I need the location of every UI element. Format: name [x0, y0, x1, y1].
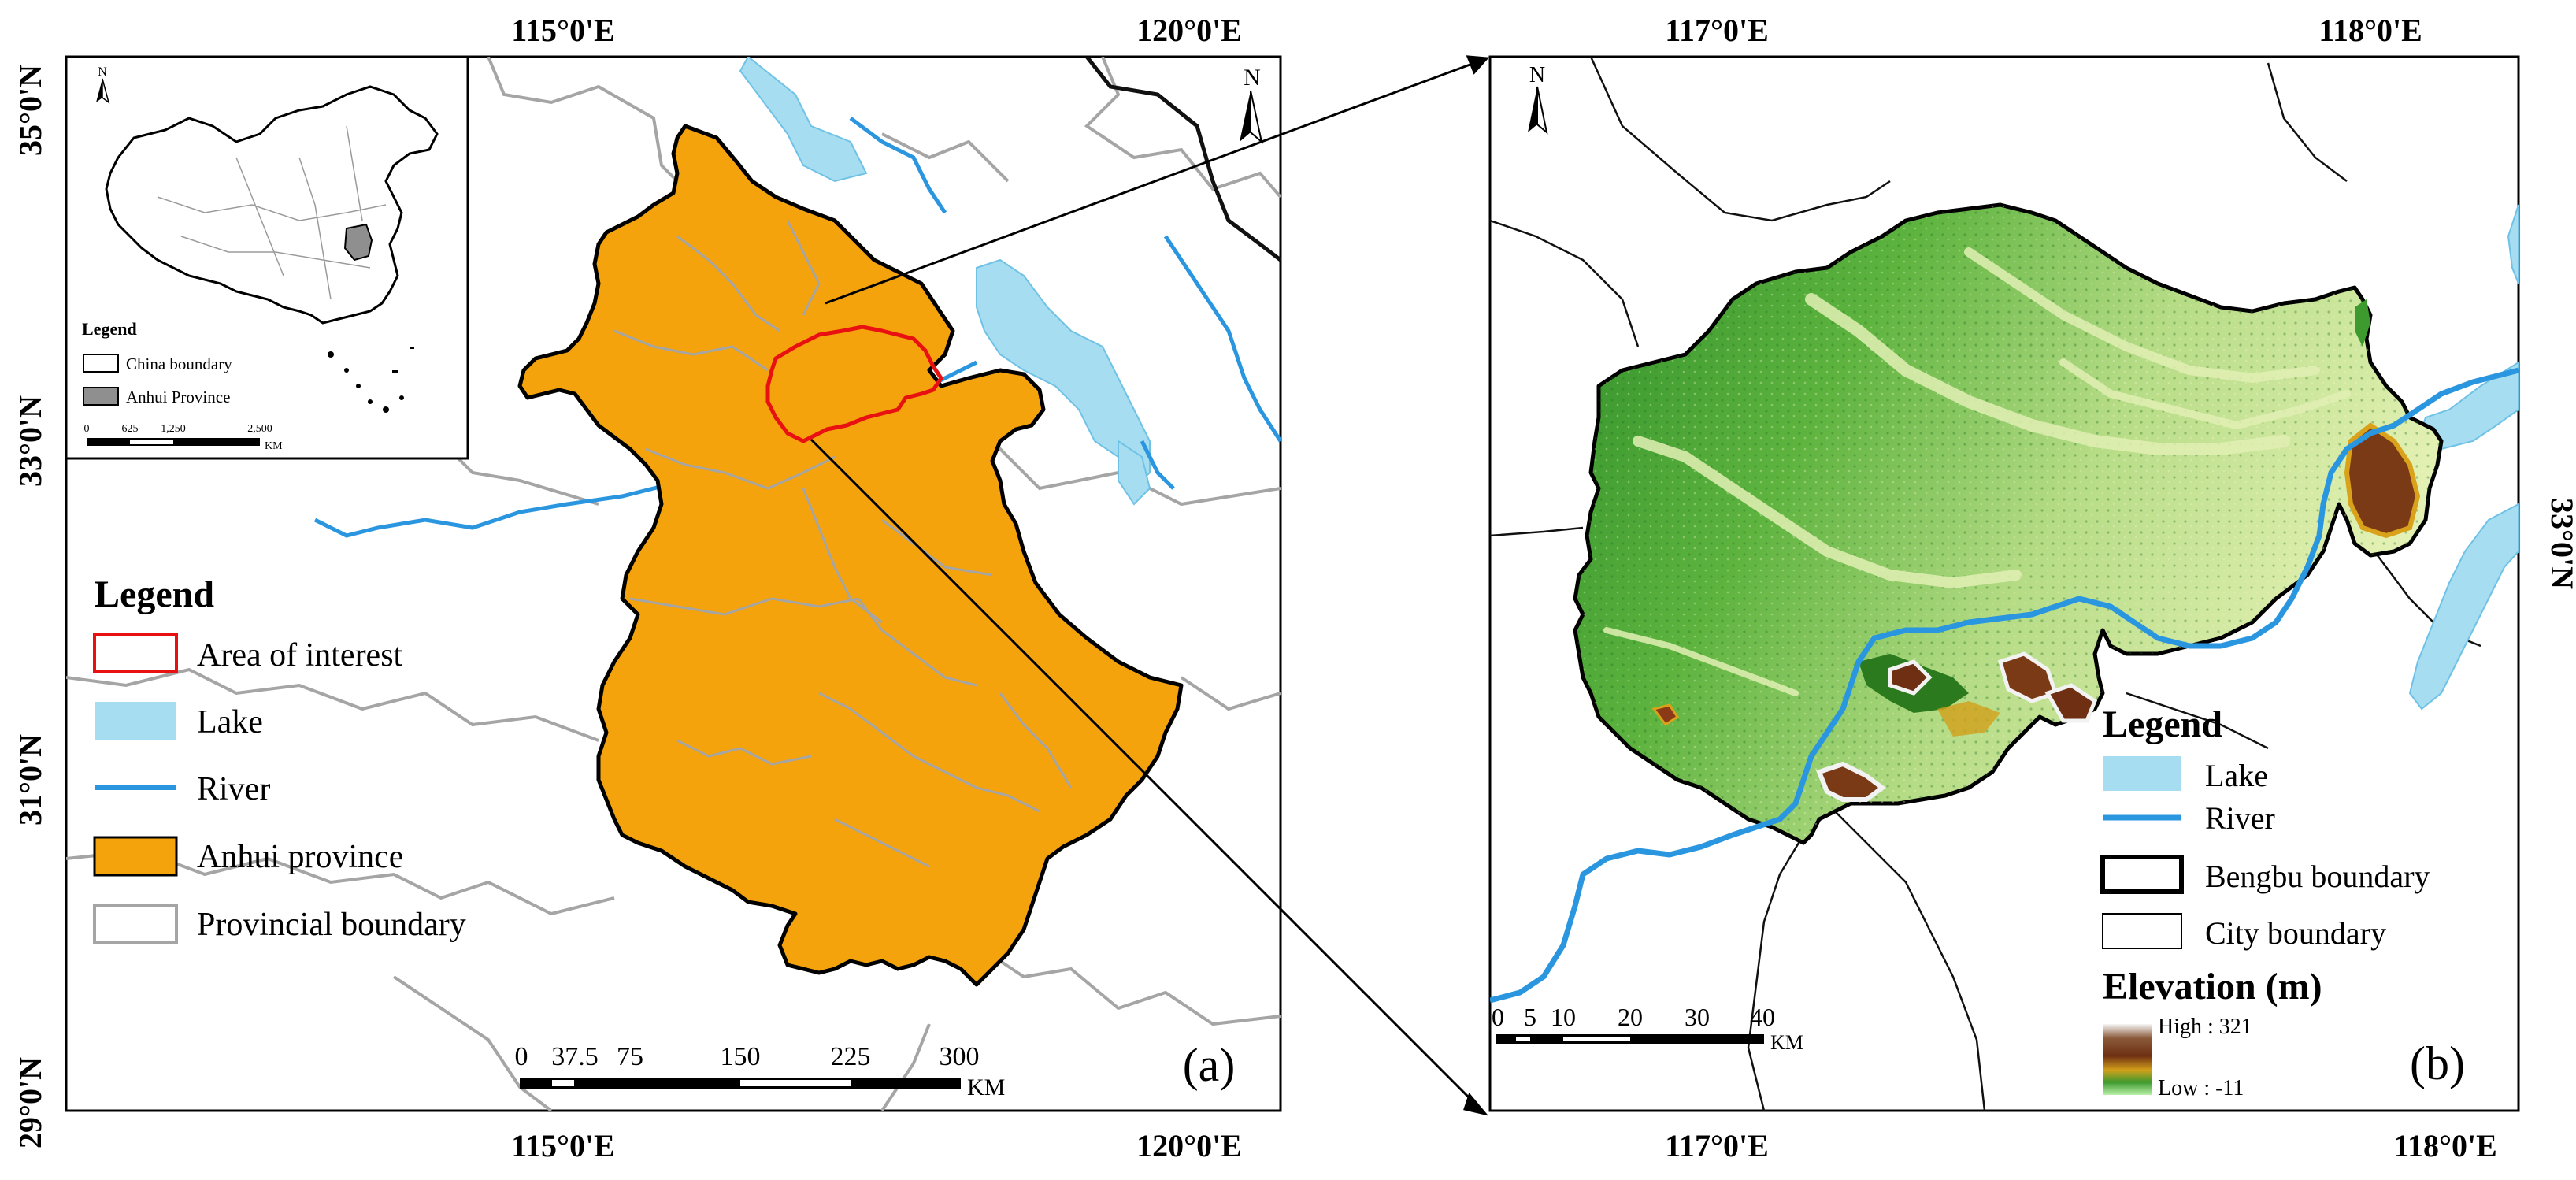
panel-b: N Legend Lake River Bengbu boundary City…	[1488, 13, 2576, 1163]
panel-a-label: (a)	[1183, 1039, 1236, 1091]
scale-a-tick: 0	[515, 1042, 528, 1071]
legend-a-swatch-provincial	[93, 904, 178, 944]
inset-legend-swatch-anhui	[83, 387, 119, 406]
scale-b-tick: 20	[1618, 1003, 1643, 1031]
scale-a-tick: 75	[617, 1042, 643, 1071]
elevation-title: Elevation (m)	[2103, 966, 2322, 1007]
elevation-ramp	[2103, 1024, 2152, 1095]
lat-tick-a: 33°0'N	[13, 395, 48, 487]
inset-legend-swatch-china	[83, 354, 119, 373]
scale-bar-a: 0 37.5 75 150 225 300 KM	[515, 1042, 1006, 1100]
scale-a-tick: 225	[831, 1042, 871, 1071]
elevation-high: High : 321	[2158, 1015, 2252, 1039]
north-label-a: N	[1244, 65, 1261, 91]
connector-arrow-bottom	[810, 438, 1474, 1103]
lon-tick-a-bottom: 120°0'E	[1136, 1128, 1242, 1163]
legend-a-title: Legend	[95, 573, 214, 615]
lon-tick-a-top: 115°0'E	[511, 13, 615, 48]
dem-hills	[1651, 299, 2421, 802]
lakes	[739, 57, 1151, 506]
scale-a-unit: KM	[967, 1074, 1005, 1100]
inset-scale-unit: KM	[265, 440, 283, 452]
legend-b-label-lake: Lake	[2205, 758, 2268, 793]
inset-scale-tick: 2,500	[247, 423, 272, 435]
lon-tick-a-bottom: 115°0'E	[511, 1128, 615, 1163]
lat-tick-a: 29°0'N	[13, 1057, 48, 1148]
lon-tick-b-top: 118°0'E	[2318, 13, 2422, 48]
legend-b-label-city: City boundary	[2205, 915, 2386, 951]
inset-legend-label-china: China boundary	[126, 354, 232, 373]
scale-b-tick: 5	[1524, 1003, 1536, 1031]
lon-tick-b-bottom: 117°0'E	[1665, 1128, 1769, 1163]
inset-legend-title: Legend	[82, 319, 137, 339]
inset-islands	[328, 347, 414, 413]
scale-bar-b: 0 5 10 20 30 40 KM	[1492, 1003, 1803, 1054]
north-arrow-a: N	[1240, 65, 1263, 144]
bengbu-dem	[1573, 202, 2444, 845]
legend-a-label-provincial: Provincial boundary	[197, 907, 466, 943]
coastline	[1085, 57, 1281, 262]
connector-arrowhead-top	[1466, 55, 1490, 75]
scale-b-tick: 30	[1685, 1003, 1710, 1031]
connector-arrow-top	[825, 61, 1475, 305]
north-arrow-b: N	[1528, 63, 1548, 135]
inset-anhui-province	[343, 223, 373, 262]
dem-valleys	[1603, 247, 2351, 696]
inset-scale-tick: 0	[84, 423, 90, 435]
lon-tick-b-top: 117°0'E	[1665, 13, 1769, 48]
rivers-b	[1490, 367, 2519, 1004]
lon-tick-a-top: 120°0'E	[1136, 13, 1242, 48]
inset-north-arrow: N	[96, 65, 110, 104]
area-of-interest	[765, 325, 943, 443]
anhui-province	[517, 124, 1184, 987]
legend-b-swatch-bengbu	[2100, 855, 2184, 894]
legend-a: Legend Area of interest Lake River Anhui…	[93, 573, 466, 944]
inset-legend-label-anhui: Anhui Province	[126, 388, 230, 406]
legend-a-swatch-anhui	[93, 836, 178, 877]
connector-arrowhead-bottom	[1463, 1092, 1489, 1116]
legend-b-label-bengbu: Bengbu boundary	[2205, 859, 2430, 894]
inset-scale-tick: 625	[122, 423, 139, 435]
connector-arrows	[810, 55, 1490, 1116]
panel-a: N	[13, 13, 1282, 1163]
scale-a-tick: 300	[940, 1042, 980, 1071]
scale-b-tick: 10	[1551, 1003, 1576, 1031]
scale-a-tick: 37.5	[551, 1042, 599, 1071]
legend-b-label-river: River	[2205, 800, 2275, 836]
legend-b-swatch-city	[2102, 913, 2182, 949]
legend-b-title: Legend	[2103, 703, 2222, 745]
legend-b-swatch-lake	[2103, 756, 2181, 791]
elevation-low: Low : -11	[2158, 1076, 2244, 1100]
lat-tick-b: 33°0'N	[2544, 498, 2576, 589]
lat-tick-a: 35°0'N	[13, 65, 48, 156]
scale-b-unit: KM	[1770, 1031, 1803, 1054]
panel-b-label: (b)	[2410, 1037, 2465, 1089]
panel-a-axis-labels: 115°0'E 120°0'E 115°0'E 120°0'E 35°0'N 3…	[13, 13, 1242, 1163]
city-boundaries	[613, 220, 1073, 868]
scale-b-tick: 40	[1750, 1003, 1775, 1031]
inset-scale-tick: 1,250	[161, 423, 186, 435]
legend-a-swatch-lake	[95, 702, 176, 740]
lat-tick-a: 31°0'N	[13, 734, 48, 826]
legend-a-swatch-aoi	[93, 633, 178, 673]
china-internal-boundaries	[157, 125, 387, 300]
legend-a-label-river: River	[197, 771, 270, 807]
inset-north-label: N	[98, 65, 107, 79]
legend-a-label-anhui: Anhui province	[197, 839, 403, 875]
panel-b-axis-labels: 117°0'E 118°0'E 117°0'E 118°0'E 33°0'N	[1665, 13, 2576, 1163]
inset-scale-bar: 0 625 1,250 2,500 KM	[84, 423, 284, 452]
inset-map: N Legend China boundary Anhui Province 0…	[66, 57, 469, 460]
legend-a-label-aoi: Area of interest	[197, 637, 403, 673]
north-label-b: N	[1529, 63, 1545, 87]
china-boundary	[105, 85, 439, 325]
scale-b-tick: 0	[1492, 1003, 1504, 1031]
legend-b: Legend Lake River Bengbu boundary City b…	[2100, 703, 2430, 1100]
lon-tick-b-bottom: 118°0'E	[2393, 1128, 2497, 1163]
scale-a-tick: 150	[721, 1042, 761, 1071]
legend-a-label-lake: Lake	[197, 704, 263, 740]
